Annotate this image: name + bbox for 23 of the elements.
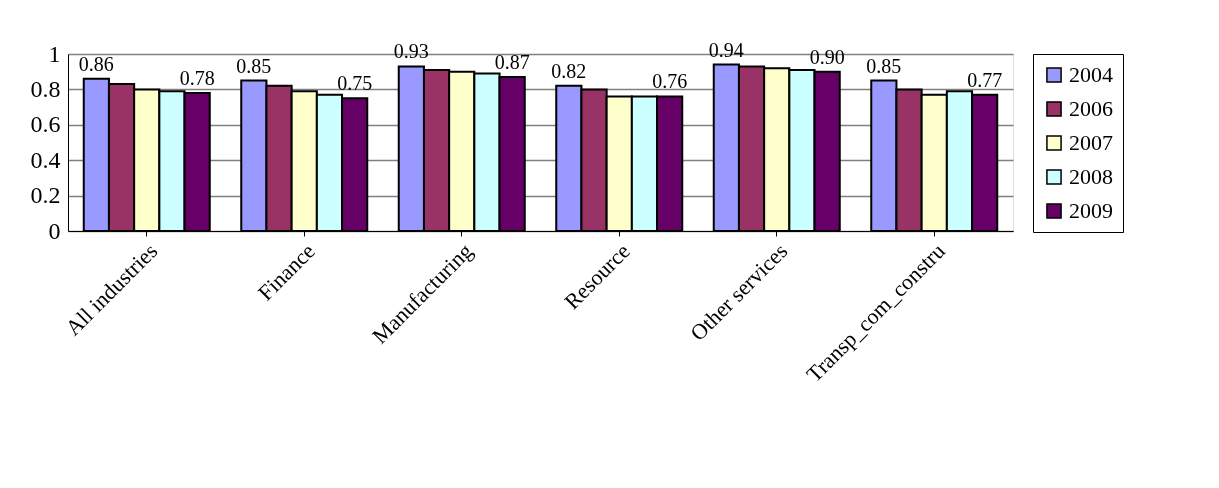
y-tick-label: 0.6 [30,111,61,138]
data-label: 0.77 [967,68,1003,91]
data-label: 0.93 [393,40,429,63]
data-label: 0.75 [337,72,373,95]
legend-label: 2006 [1069,96,1113,121]
data-label: 0.78 [179,66,215,89]
data-label: 0.82 [551,59,587,82]
y-tick-label: 0.8 [30,75,61,102]
legend-label: 2007 [1069,130,1113,155]
data-label: 0.87 [494,51,530,74]
y-tick-label: 0.2 [30,182,61,209]
y-tick-label: 0 [48,217,61,244]
legend-label: 2004 [1069,62,1113,87]
data-label: 0.85 [866,54,902,77]
data-label: 0.85 [236,54,272,77]
data-label: 0.76 [652,70,688,93]
y-tick-label: 1 [48,40,61,67]
data-label: 0.90 [809,45,845,68]
data-label: 0.86 [78,52,114,75]
y-tick-label: 0.4 [30,146,61,173]
legend-label: 2009 [1069,198,1113,223]
data-label: 0.94 [708,38,744,61]
legend-label: 2008 [1069,164,1113,189]
